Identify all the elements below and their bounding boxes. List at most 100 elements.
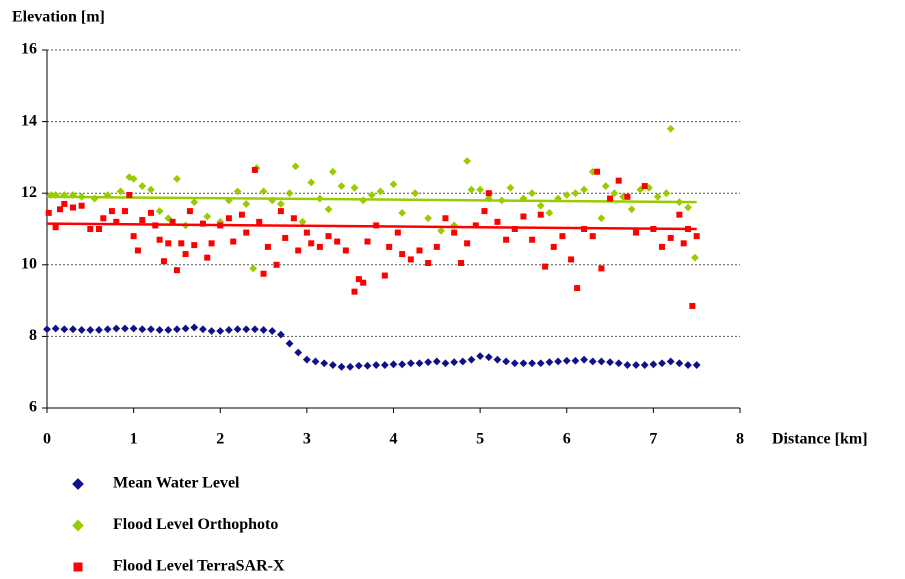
y-tick-label: 16 bbox=[21, 41, 37, 58]
data-point bbox=[186, 208, 193, 215]
data-point bbox=[138, 182, 147, 190]
data-point bbox=[411, 189, 420, 198]
data-point bbox=[503, 236, 510, 243]
data-point bbox=[381, 272, 388, 279]
data-point bbox=[191, 242, 198, 249]
data-point bbox=[129, 174, 138, 183]
data-point bbox=[243, 229, 250, 236]
trendline bbox=[46, 222, 697, 231]
data-point bbox=[355, 276, 362, 283]
data-point bbox=[328, 361, 337, 369]
data-point bbox=[571, 356, 580, 365]
data-point bbox=[181, 324, 190, 333]
data-point bbox=[182, 251, 189, 258]
data-point bbox=[260, 270, 267, 277]
x-tick-label: 2 bbox=[216, 431, 224, 448]
data-point bbox=[606, 358, 614, 367]
data-point bbox=[511, 226, 518, 232]
data-point bbox=[597, 357, 606, 366]
data-point bbox=[147, 185, 155, 194]
data-point bbox=[568, 256, 575, 263]
data-point bbox=[308, 240, 315, 247]
data-point bbox=[164, 214, 173, 223]
y-tick-label: 14 bbox=[21, 112, 37, 129]
data-point bbox=[653, 192, 662, 201]
data-point bbox=[574, 285, 581, 292]
data-point bbox=[138, 325, 147, 334]
data-point bbox=[316, 243, 323, 250]
data-point bbox=[589, 233, 596, 240]
data-point bbox=[528, 359, 536, 368]
data-point bbox=[233, 187, 242, 196]
data-point bbox=[545, 358, 554, 367]
data-point bbox=[337, 362, 346, 371]
data-point bbox=[367, 191, 376, 199]
data-point bbox=[294, 348, 303, 357]
x-tick-label: 1 bbox=[130, 431, 138, 448]
data-point bbox=[386, 243, 393, 250]
data-point bbox=[203, 212, 212, 221]
data-point bbox=[156, 236, 163, 243]
data-point bbox=[100, 215, 107, 222]
data-point bbox=[129, 324, 138, 333]
data-point bbox=[351, 288, 358, 295]
data-point bbox=[662, 189, 671, 198]
data-point bbox=[571, 189, 580, 198]
data-point bbox=[624, 193, 631, 200]
data-point bbox=[485, 190, 492, 197]
data-point bbox=[601, 182, 610, 190]
data-point bbox=[264, 243, 271, 250]
data-point bbox=[519, 359, 528, 368]
data-point bbox=[277, 208, 284, 215]
data-point bbox=[238, 211, 245, 218]
data-point bbox=[204, 254, 211, 261]
y-tick-label: 12 bbox=[21, 184, 37, 201]
data-point bbox=[554, 357, 562, 366]
legend-label: Flood Level Orthophoto bbox=[113, 516, 278, 533]
data-point bbox=[303, 229, 310, 236]
data-point bbox=[350, 183, 359, 192]
data-point bbox=[380, 361, 389, 369]
data-point bbox=[399, 251, 406, 258]
data-point bbox=[633, 229, 640, 236]
data-point bbox=[169, 218, 176, 225]
data-point bbox=[112, 324, 121, 333]
data-point bbox=[450, 358, 459, 367]
data-point bbox=[86, 326, 95, 334]
data-point bbox=[580, 355, 588, 364]
data-point bbox=[190, 323, 199, 332]
data-point bbox=[285, 189, 294, 198]
data-point bbox=[693, 233, 700, 240]
data-point bbox=[594, 168, 601, 175]
data-point bbox=[433, 243, 440, 250]
data-point bbox=[667, 234, 674, 241]
data-point bbox=[610, 189, 619, 198]
data-point bbox=[666, 124, 675, 133]
data-point bbox=[415, 359, 424, 368]
data-point bbox=[658, 359, 666, 368]
data-point bbox=[484, 353, 493, 362]
data-point bbox=[45, 209, 52, 216]
data-point bbox=[559, 233, 566, 240]
data-point bbox=[372, 361, 381, 369]
data-point bbox=[364, 238, 371, 245]
data-point bbox=[290, 215, 297, 222]
data-point bbox=[334, 238, 341, 245]
data-point bbox=[325, 233, 332, 240]
data-point bbox=[95, 226, 102, 232]
data-point bbox=[276, 330, 285, 339]
data-point bbox=[108, 208, 115, 215]
data-point bbox=[659, 243, 666, 250]
x-axis-label: Distance [km] bbox=[772, 431, 868, 448]
data-point bbox=[562, 356, 571, 365]
data-point bbox=[676, 211, 683, 218]
legend-label: Flood Level TerraSAR-X bbox=[113, 558, 285, 575]
data-point bbox=[69, 325, 77, 334]
x-tick-label: 8 bbox=[736, 431, 744, 448]
data-point bbox=[394, 229, 401, 236]
data-point bbox=[77, 326, 86, 334]
data-point bbox=[432, 357, 441, 366]
data-point bbox=[640, 361, 649, 369]
data-point bbox=[87, 226, 94, 232]
data-point bbox=[282, 234, 289, 241]
